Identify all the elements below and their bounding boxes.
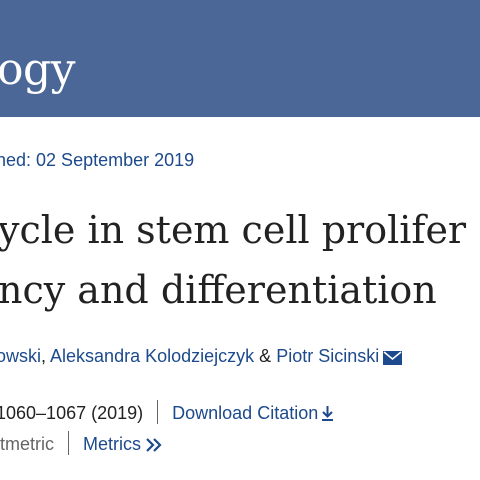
author-ampersand: & bbox=[259, 346, 272, 366]
download-citation-label: Download Citation bbox=[172, 403, 319, 423]
divider bbox=[157, 400, 159, 424]
citation-pages: 1060–1067 (2019) bbox=[0, 403, 144, 423]
published-date: hed: 02 September 2019 bbox=[0, 148, 194, 172]
published-text: hed: 02 September 2019 bbox=[0, 150, 195, 170]
download-arrow-icon bbox=[321, 403, 334, 427]
double-chevron-right-icon bbox=[145, 435, 163, 459]
download-citation-link[interactable]: Download Citation bbox=[172, 403, 334, 423]
author-list: owski, Aleksandra Kolodziejczyk & Piotr … bbox=[0, 344, 403, 371]
metrics-link[interactable]: Metrics bbox=[83, 434, 163, 454]
divider bbox=[68, 431, 69, 455]
mail-icon[interactable] bbox=[383, 347, 403, 371]
metrics-label: Metrics bbox=[83, 434, 141, 454]
citation-row: 1060–1067 (2019) Download Citation bbox=[0, 400, 334, 427]
title-line-2: ncy and differentiation bbox=[0, 268, 437, 312]
author-link-3[interactable]: Piotr Sicinski bbox=[276, 346, 380, 366]
title-line-1: ycle in stem cell prolifer bbox=[0, 208, 467, 252]
altmetric-label[interactable]: ltmetric bbox=[0, 434, 54, 454]
author-link-1[interactable]: owski bbox=[0, 346, 42, 366]
metrics-row: ltmetric Metrics bbox=[0, 431, 163, 459]
journal-header: ogy bbox=[0, 0, 480, 117]
author-separator: , bbox=[41, 346, 51, 366]
author-link-2[interactable]: Aleksandra Kolodziejczyk bbox=[50, 346, 255, 366]
journal-name[interactable]: ogy bbox=[0, 44, 76, 95]
article-title: ycle in stem cell prolifer ncy and diffe… bbox=[0, 200, 466, 320]
